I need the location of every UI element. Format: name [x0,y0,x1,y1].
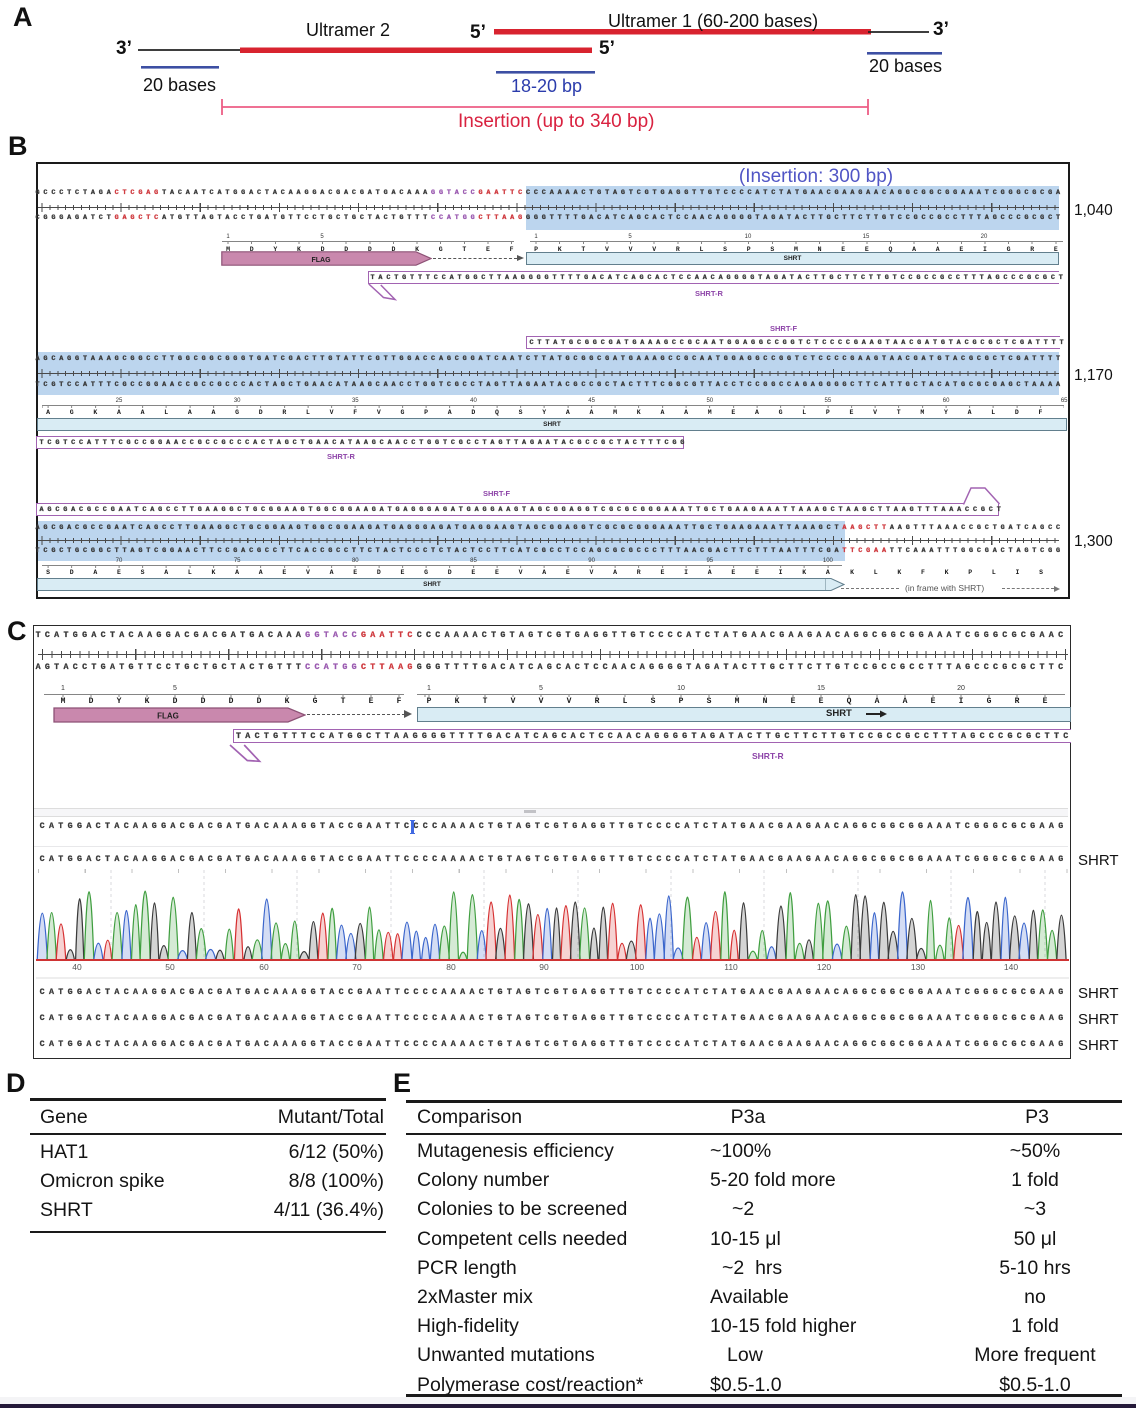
svg-text:40: 40 [72,962,82,972]
svg-text:130: 130 [911,962,925,972]
svg-text:100: 100 [630,962,644,972]
svg-text:110: 110 [724,962,738,972]
svg-text:90: 90 [539,962,549,972]
svg-text:FLAG: FLAG [311,257,331,264]
svg-text:FLAG: FLAG [157,712,179,721]
svg-text:140: 140 [1004,962,1018,972]
svg-text:50: 50 [165,962,175,972]
svg-text:80: 80 [446,962,456,972]
svg-text:70: 70 [352,962,362,972]
svg-text:120: 120 [817,962,831,972]
svg-text:60: 60 [259,962,269,972]
